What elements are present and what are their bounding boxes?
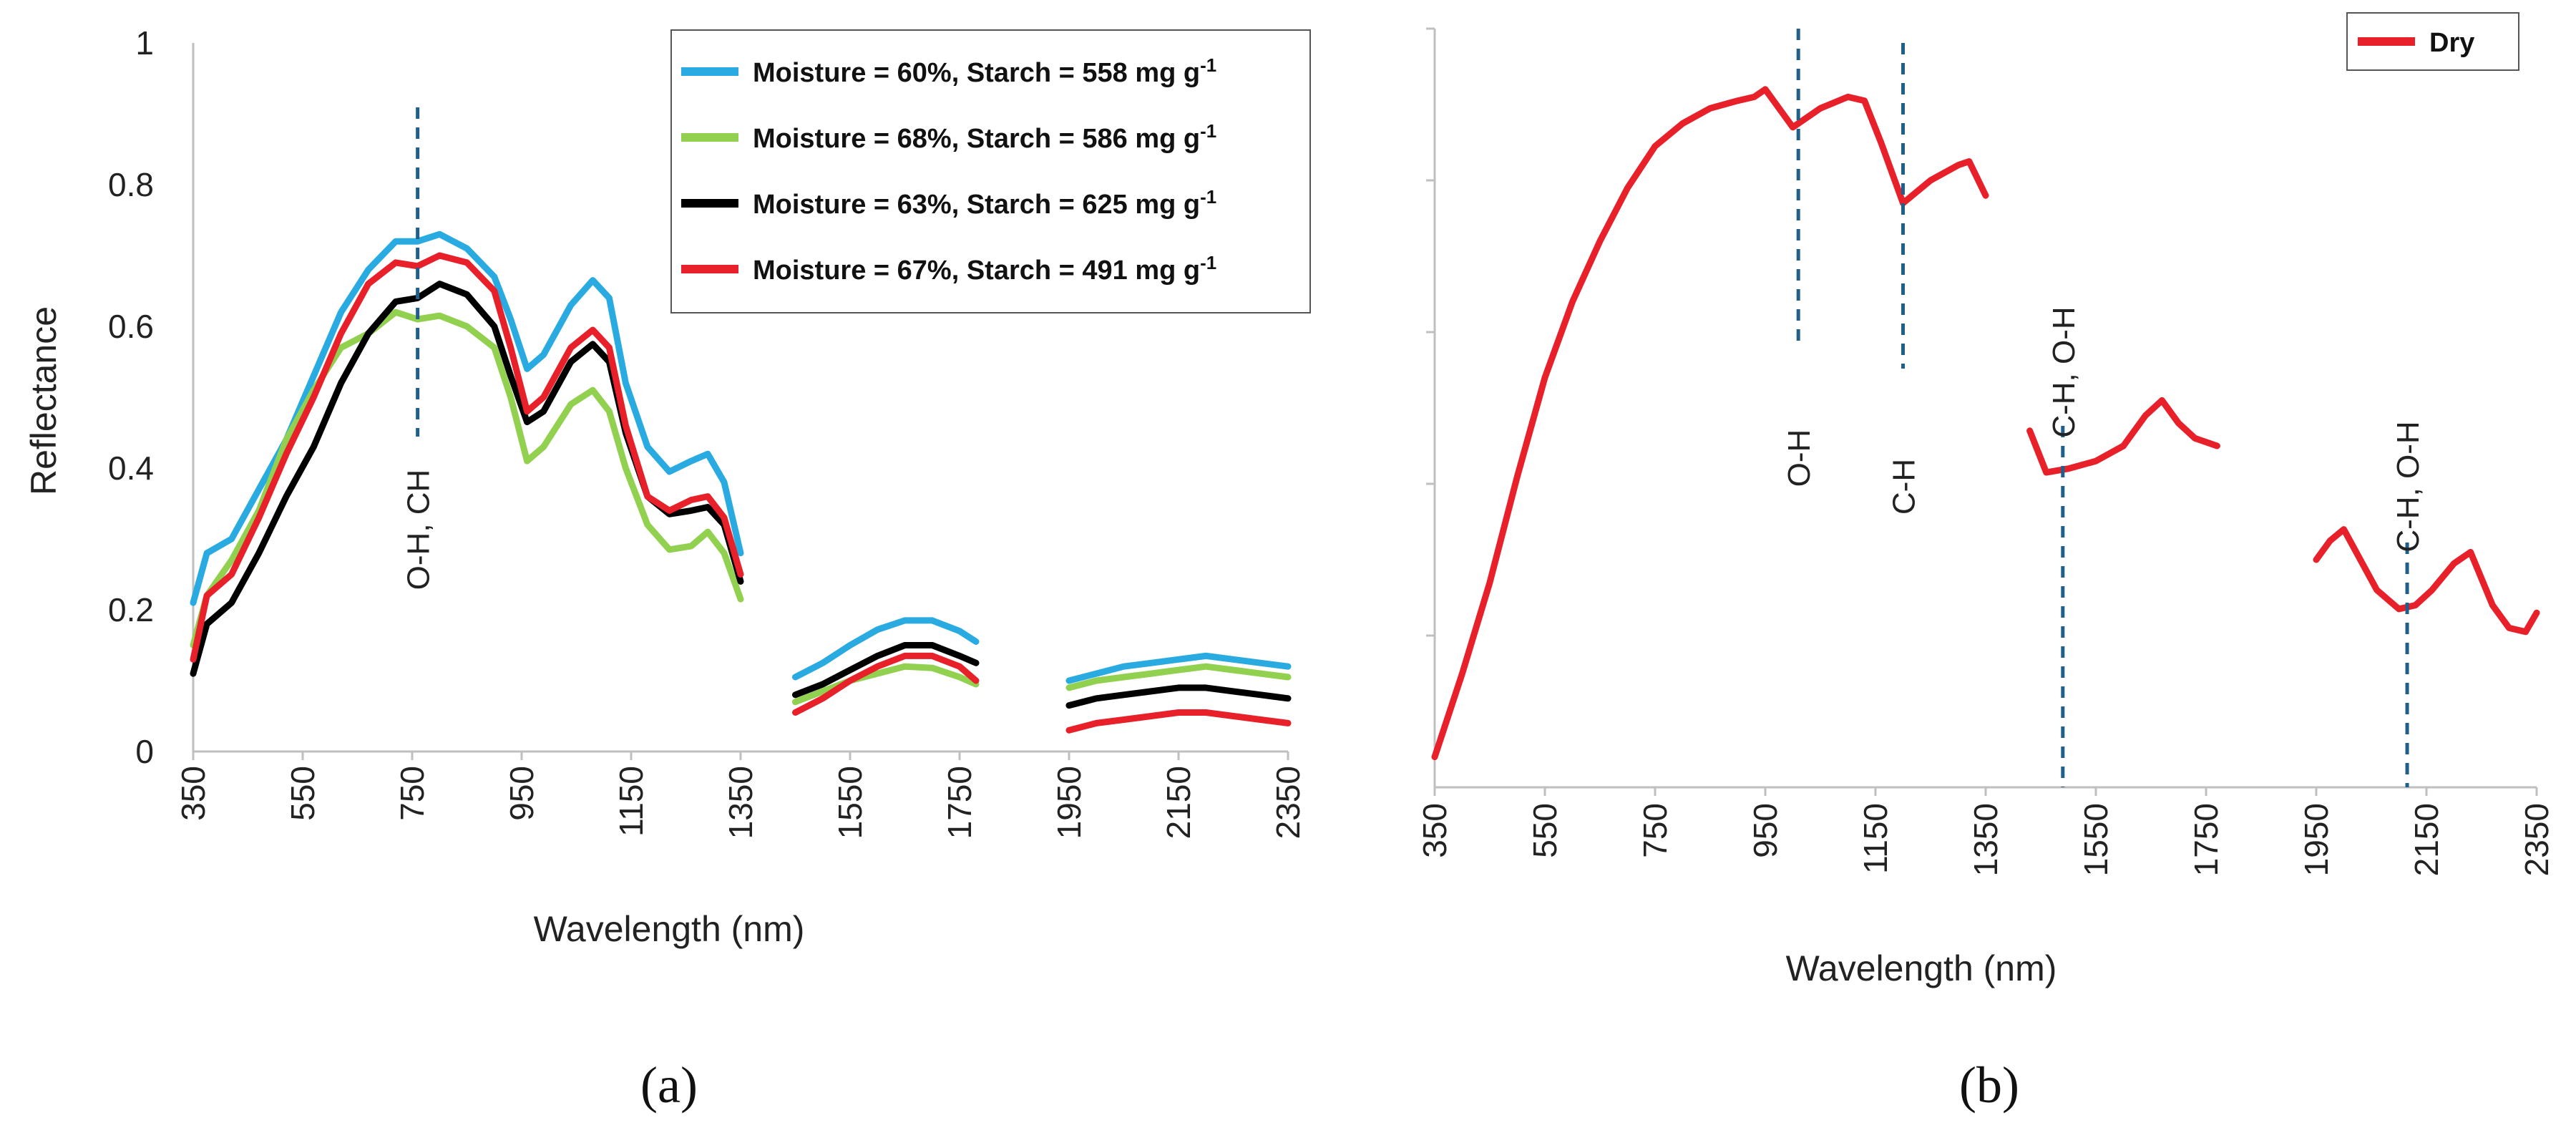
annotation-label: C-H (1887, 459, 1922, 515)
panel-a-y-ticks: 0 0.2 0.4 0.6 0.8 1 (108, 24, 154, 770)
series-line (2026, 397, 2220, 476)
panel-a-label: (a) (640, 1056, 698, 1114)
panel-b-annotations: O-H C-H C-H, O-H C-H, O-H (1782, 29, 2426, 787)
x-tick-label: 1750 (2187, 803, 2225, 876)
panel-b-legend: Dry (2346, 12, 2519, 71)
x-tick-label: 2150 (2408, 803, 2445, 876)
panel-b-legend-entries: Dry (2358, 28, 2474, 58)
annotation-label: O-H (1782, 429, 1817, 487)
panel-a-chart: 0 0.2 0.4 0.6 0.8 1 350 550 750 950 1150 1350 1550 1… (24, 24, 1311, 1114)
y-tick-label: 0.2 (108, 591, 154, 628)
y-tick-label: 0.8 (108, 166, 154, 203)
series-line (190, 230, 744, 606)
annotation-label: O-H, CH (401, 470, 436, 590)
series-line (1065, 709, 1292, 734)
x-tick-label: 350 (1416, 803, 1453, 858)
legend-label: Moisture = 63%, Starch = 625 mg g-1 (753, 186, 1216, 220)
series-line (792, 663, 980, 706)
series-line (190, 252, 744, 663)
panel-a-series (190, 230, 1292, 734)
series-line (2313, 526, 2540, 636)
panel-a-legend: Moisture = 60%, Starch = 558 mg g-1 Moist… (670, 29, 1311, 313)
series-line (792, 642, 980, 699)
x-tick-label: 1350 (722, 766, 759, 839)
series-line (1065, 652, 1292, 684)
x-tick-label: 1950 (2298, 803, 2335, 876)
panel-a-legend-box (670, 29, 1311, 313)
legend-label: Moisture = 67%, Starch = 491 mg g-1 (753, 252, 1216, 286)
x-tick-label: 1150 (613, 766, 650, 837)
panel-a-annotations: O-H, CH (401, 107, 436, 590)
panel-a-x-ticks: 350 550 750 950 1150 1350 1550 1750 1950 2150 2350 (175, 752, 1307, 839)
x-tick-label: 350 (175, 766, 212, 821)
y-tick-label: 0 (135, 733, 154, 770)
series-line (792, 617, 980, 681)
legend-label: Moisture = 68%, Starch = 586 mg g-1 (753, 120, 1216, 154)
legend-superscript: -1 (1200, 252, 1216, 273)
x-tick-label: 550 (284, 766, 321, 821)
panel-b-x-ticks: 350 550 750 950 1150 1350 1550 1750 1950 2150 2350 (1416, 787, 2555, 876)
legend-superscript: -1 (1200, 120, 1216, 142)
legend-superscript: -1 (1200, 54, 1216, 76)
annotation-label: C-H, O-H (2046, 306, 2082, 437)
x-tick-label: 1550 (2077, 803, 2114, 876)
panel-b-y-ticks (1426, 27, 1435, 637)
panel-a-legend-entries: Moisture = 60%, Starch = 558 mg g-1 Moist… (681, 54, 1216, 286)
x-tick-label: 2150 (1160, 766, 1197, 839)
series-line (1065, 684, 1292, 709)
panel-b-x-axis-label: Wavelength (nm) (1786, 948, 2057, 988)
x-tick-label: 750 (1636, 803, 1674, 858)
x-tick-label: 1350 (1967, 803, 2004, 876)
legend-label: Dry (2429, 28, 2474, 58)
y-tick-label: 1 (135, 24, 154, 62)
x-tick-label: 1150 (1857, 803, 1894, 874)
y-tick-label: 0.4 (108, 449, 154, 487)
series-line (792, 652, 980, 716)
legend-superscript: -1 (1200, 186, 1216, 208)
panel-b-label: (b) (1959, 1056, 2019, 1114)
panel-a-x-axis-label: Wavelength (nm) (534, 909, 805, 949)
x-tick-label: 950 (1747, 803, 1784, 858)
x-tick-label: 1550 (831, 766, 869, 839)
panel-b-series (1431, 86, 2540, 761)
x-tick-label: 750 (394, 766, 431, 821)
x-tick-label: 2350 (1269, 766, 1307, 839)
series-line (1431, 86, 1989, 761)
x-tick-label: 2350 (2518, 803, 2555, 876)
y-tick-label: 0.6 (108, 308, 154, 345)
panel-b-chart: 350 550 750 950 1150 1350 1550 1750 1950 2150 2350… (1416, 12, 2555, 1114)
series-line (190, 308, 744, 648)
x-tick-label: 1750 (941, 766, 978, 839)
x-tick-label: 950 (503, 766, 540, 821)
legend-label: Moisture = 60%, Starch = 558 mg g-1 (753, 54, 1216, 88)
annotation-label: C-H, O-H (2391, 421, 2426, 552)
x-tick-label: 550 (1526, 803, 1563, 858)
panel-a-y-axis-label: Reflectance (24, 306, 64, 495)
x-tick-label: 1950 (1050, 766, 1088, 839)
series-line (1065, 663, 1292, 691)
